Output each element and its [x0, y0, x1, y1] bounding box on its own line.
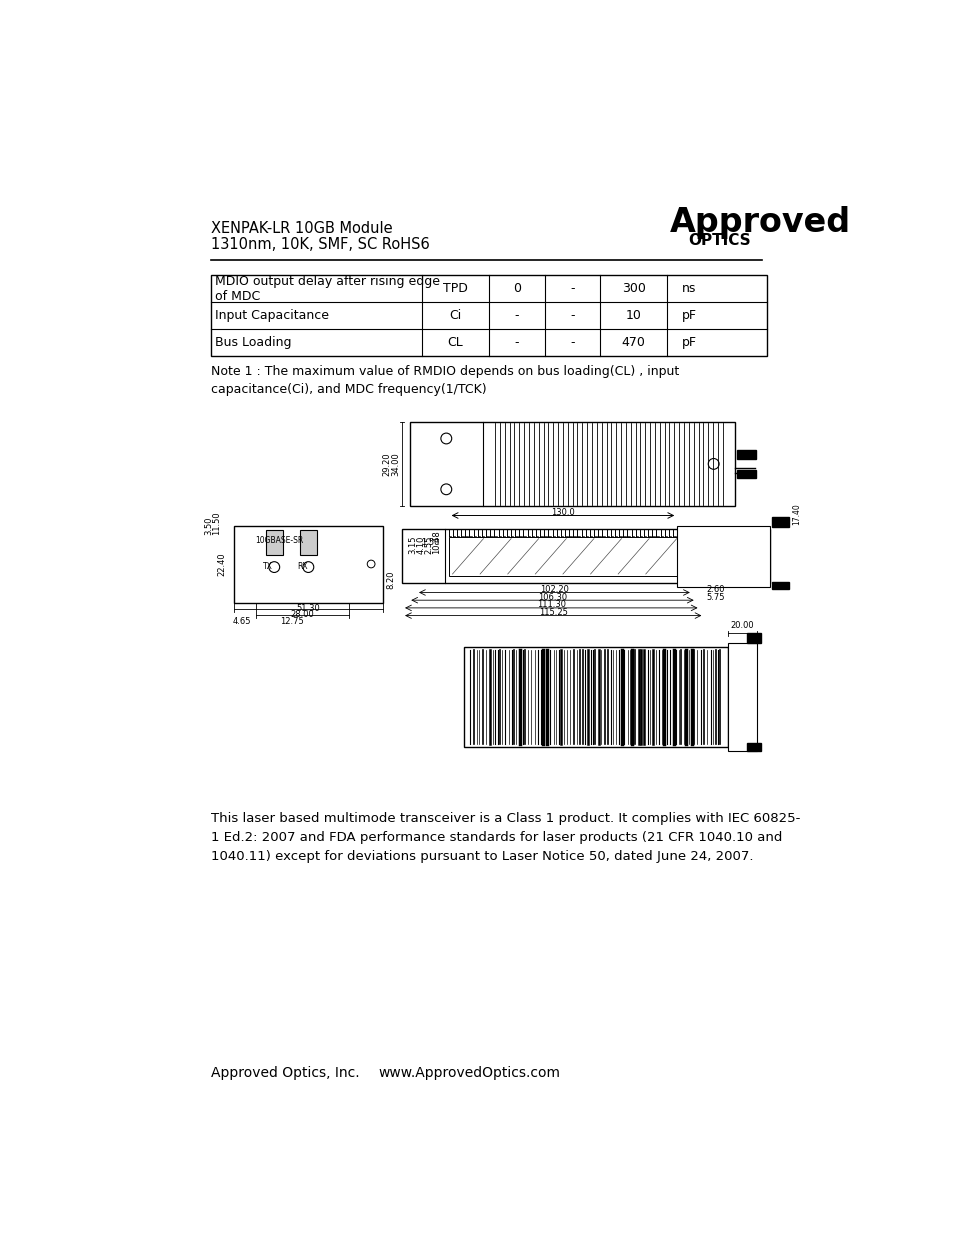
Text: OPTICS: OPTICS — [688, 233, 750, 248]
Text: 102.20: 102.20 — [539, 585, 568, 594]
Text: pF: pF — [681, 309, 696, 322]
Bar — [727, 643, 757, 751]
Text: 115.25: 115.25 — [538, 608, 567, 618]
Bar — [448, 537, 677, 576]
Bar — [736, 450, 756, 459]
Circle shape — [367, 561, 375, 568]
Text: 2.60: 2.60 — [706, 585, 724, 594]
Text: Input Capacitance: Input Capacitance — [214, 309, 328, 322]
Circle shape — [303, 562, 314, 573]
Text: 1310nm, 10K, SMF, SC RoHS6: 1310nm, 10K, SMF, SC RoHS6 — [211, 237, 429, 252]
Text: 0: 0 — [512, 283, 520, 295]
Text: TX: TX — [263, 562, 273, 572]
Text: 51.30: 51.30 — [296, 604, 320, 614]
Text: Note 1 : The maximum value of RMDIO depends on bus loading(CL) , input
capacitan: Note 1 : The maximum value of RMDIO depe… — [211, 366, 679, 396]
Bar — [464, 647, 727, 747]
Text: RX: RX — [297, 562, 308, 572]
Text: XENPAK-LR 10GB Module: XENPAK-LR 10GB Module — [211, 221, 392, 236]
Text: 4.10: 4.10 — [416, 536, 425, 555]
Text: pF: pF — [681, 336, 696, 350]
Text: 8.20: 8.20 — [386, 571, 395, 589]
Text: 470: 470 — [621, 336, 645, 350]
Text: 3.50: 3.50 — [204, 516, 213, 535]
Bar — [211, 275, 766, 356]
Text: 17.40: 17.40 — [791, 504, 801, 525]
Bar — [736, 471, 756, 478]
Text: -: - — [570, 283, 574, 295]
Text: 20.00: 20.00 — [730, 621, 754, 630]
Text: This laser based multimode transceiver is a Class 1 product. It complies with IE: This laser based multimode transceiver i… — [211, 811, 800, 863]
Text: Approved Optics, Inc.: Approved Optics, Inc. — [211, 1066, 359, 1081]
Text: -: - — [514, 336, 518, 350]
Text: www.ApprovedOptics.com: www.ApprovedOptics.com — [378, 1066, 560, 1081]
Text: 4.65: 4.65 — [233, 618, 251, 626]
Text: Bus Loading: Bus Loading — [214, 336, 291, 350]
Circle shape — [440, 484, 452, 495]
Bar — [746, 742, 760, 751]
Text: -: - — [514, 309, 518, 322]
Text: 130.0: 130.0 — [551, 508, 575, 517]
Text: TPD: TPD — [442, 283, 468, 295]
Text: CL: CL — [447, 336, 463, 350]
Text: 28.00: 28.00 — [290, 610, 314, 620]
Text: -: - — [570, 309, 574, 322]
Text: Ci: Ci — [449, 309, 461, 322]
Text: 5.75: 5.75 — [706, 593, 724, 603]
Text: 12.75: 12.75 — [280, 618, 304, 626]
Bar — [299, 530, 316, 555]
Text: 1.50: 1.50 — [420, 537, 439, 547]
Text: 34.00: 34.00 — [391, 452, 400, 475]
Bar — [266, 530, 282, 555]
Bar — [402, 530, 769, 583]
Text: 111.30: 111.30 — [537, 600, 565, 609]
Text: MDIO output delay after rising edge
of MDC: MDIO output delay after rising edge of M… — [214, 274, 439, 303]
Circle shape — [269, 562, 279, 573]
Bar — [233, 526, 382, 603]
Text: 106.30: 106.30 — [537, 593, 566, 601]
Bar — [746, 632, 760, 643]
Text: Approved: Approved — [669, 206, 850, 238]
Bar — [677, 526, 769, 587]
Text: -: - — [570, 336, 574, 350]
Text: 3.15: 3.15 — [408, 536, 417, 555]
Bar — [771, 582, 788, 589]
Circle shape — [707, 458, 719, 469]
Text: ns: ns — [681, 283, 696, 295]
Text: 10: 10 — [625, 309, 640, 322]
Text: 2.55: 2.55 — [424, 536, 433, 555]
Text: 22.40: 22.40 — [216, 552, 226, 576]
Bar — [410, 421, 735, 506]
Text: 29.20: 29.20 — [382, 452, 391, 475]
Text: 11.50: 11.50 — [212, 511, 221, 535]
Text: 300: 300 — [621, 283, 645, 295]
Text: 10.48: 10.48 — [432, 531, 440, 555]
Circle shape — [440, 433, 452, 443]
Text: 10GBASE-SR: 10GBASE-SR — [255, 536, 304, 546]
Bar — [771, 517, 788, 527]
